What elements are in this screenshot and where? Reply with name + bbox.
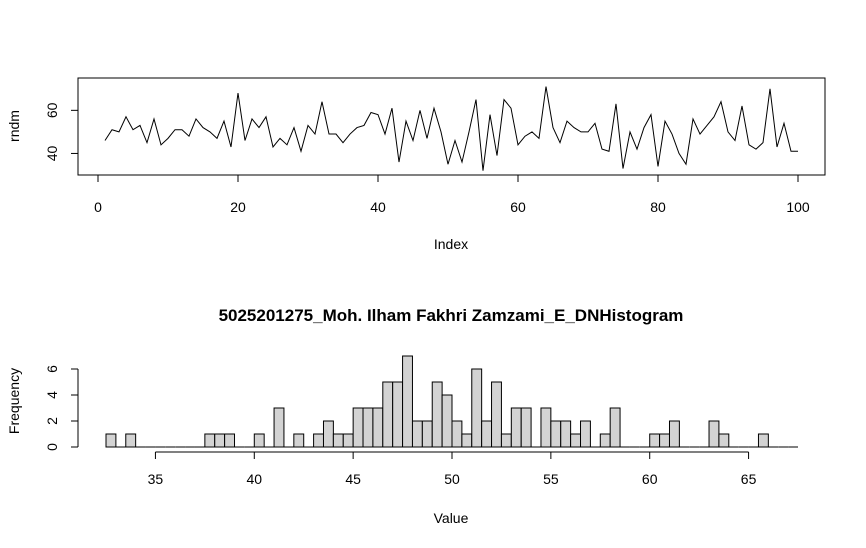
line-x-axis-label: Index: [434, 236, 468, 252]
histogram-x-tick-label: 45: [345, 471, 361, 487]
line-x-tick-label: 0: [94, 199, 102, 215]
histogram-bar: [599, 433, 611, 448]
histogram-y-axis: 0 2 4 6: [44, 365, 79, 451]
histogram-bar: [342, 433, 354, 448]
line-y-tick-label: 60: [44, 102, 60, 118]
line-x-tick-label: 100: [786, 199, 810, 215]
histogram-bar: [322, 420, 334, 448]
histogram-x-tick-label: 65: [741, 471, 757, 487]
histogram-bars: [105, 355, 798, 448]
histogram-bar: [500, 433, 512, 448]
histogram-bar: [718, 433, 730, 448]
line-plot-frame: [77, 77, 826, 176]
histogram-bar: [204, 433, 216, 448]
histogram-bar: [402, 355, 413, 448]
histogram-y-tick-label: 0: [44, 443, 60, 451]
histogram-bar: [757, 433, 769, 448]
histogram-bar: [125, 433, 137, 448]
histogram-bar: [560, 420, 572, 448]
histogram-bar: [461, 433, 473, 448]
histogram-bar: [105, 433, 117, 448]
histogram-y-tick-label: 2: [44, 417, 60, 425]
histogram-bar: [273, 407, 285, 448]
histogram-x-axis-label: Value: [434, 510, 469, 526]
line-y-axis: 40 60: [44, 102, 79, 161]
histogram-x-axis: 35 40 45 50 55 60 65: [148, 451, 757, 487]
histogram-x-tick-label: 55: [543, 471, 559, 487]
histogram-bar: [362, 407, 374, 448]
line-x-tick-label: 40: [370, 199, 386, 215]
histogram-bar: [431, 381, 443, 448]
histogram-y-tick-label: 4: [44, 391, 60, 399]
histogram-bar: [293, 433, 305, 448]
histogram-bar: [224, 433, 236, 448]
histogram-bar: [451, 420, 463, 448]
histogram-bar: [668, 420, 680, 448]
histogram-bar: [253, 433, 265, 448]
histogram-bar: [580, 420, 591, 448]
histogram-bar: [609, 407, 621, 448]
histogram-bar: [510, 407, 522, 448]
line-y-axis-label: rndm: [6, 110, 22, 142]
line-x-tick-label: 20: [230, 199, 246, 215]
histogram-bar: [708, 420, 720, 448]
histogram-bar: [392, 381, 404, 448]
histogram-bar: [421, 420, 433, 448]
histogram-x-tick-label: 50: [444, 471, 460, 487]
histogram-bar: [481, 420, 493, 448]
histogram-bar: [332, 433, 344, 448]
line-series-path: [104, 86, 798, 171]
histogram-y-axis-label: Frequency: [6, 368, 22, 434]
histogram-plot: 5025201275_Moh. Ilham Fakhri Zamzami_E_D…: [6, 306, 798, 526]
histogram-bar: [372, 407, 384, 448]
line-x-tick-label: 60: [510, 199, 526, 215]
histogram-bar: [382, 381, 394, 448]
histogram-bar: [491, 381, 502, 448]
histogram-bar: [471, 368, 483, 448]
line-y-tick-label: 40: [44, 145, 60, 161]
histogram-y-tick-label: 6: [44, 365, 60, 373]
histogram-x-tick-label: 40: [246, 471, 262, 487]
histogram-bar: [659, 433, 670, 448]
histogram-bar: [313, 433, 324, 448]
histogram-bar: [411, 420, 423, 448]
histogram-bar: [570, 433, 582, 448]
histogram-bar: [520, 407, 532, 448]
histogram-bar: [441, 394, 453, 448]
histogram-x-tick-label: 60: [642, 471, 658, 487]
histogram-bar: [540, 407, 552, 448]
histogram-bar: [550, 420, 562, 448]
line-x-axis: 0 20 40 60 80 100: [94, 174, 810, 215]
histogram-title: 5025201275_Moh. Ilham Fakhri Zamzami_E_D…: [219, 306, 684, 325]
line-plot: 0 20 40 60 80 100 40 60 Index rndm: [6, 77, 826, 252]
histogram-bar: [214, 433, 226, 448]
line-x-tick-label: 80: [650, 199, 666, 215]
histogram-x-tick-label: 35: [148, 471, 164, 487]
histogram-bar: [352, 407, 364, 448]
histogram-bar: [649, 433, 661, 448]
